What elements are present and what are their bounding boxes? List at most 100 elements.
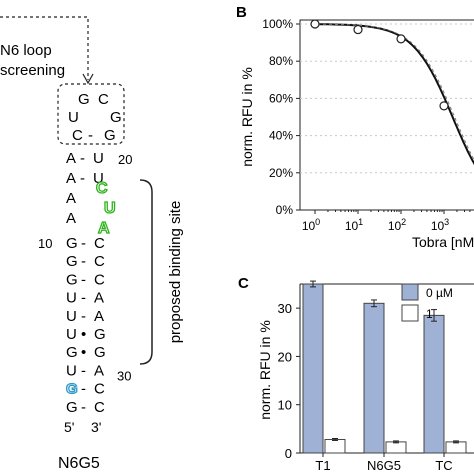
lower-nt-left: U <box>66 308 77 325</box>
chart-b-xlabel: Tobra [nM <box>412 234 474 250</box>
lower-nt-right: C <box>94 253 105 270</box>
chart-c-bar <box>302 283 324 454</box>
lower-nt-right: A <box>94 290 104 307</box>
chart-c-ylabel: norm. RFU in % <box>257 320 273 420</box>
stem-pair: - <box>80 150 85 167</box>
chart-b-ytick-label: 0% <box>276 203 294 217</box>
lower-nt-left: G <box>66 271 78 288</box>
stem-pair: - <box>80 170 85 187</box>
mid-nt-left: A <box>66 210 76 227</box>
panel-b: B 0% 20% 40% 60% 80% 100% 100 101 102 103 norm. RF… <box>236 4 474 250</box>
chart-b-ylabel: norm. RFU in % <box>239 67 255 167</box>
lower-nt-right: C <box>94 381 105 398</box>
lower-nt-left: U <box>66 362 77 379</box>
loop-pair: - <box>88 127 93 144</box>
panel-c-letter: C <box>238 275 249 292</box>
lower-nt-left: G <box>66 344 78 361</box>
end-5-label: 5' <box>64 419 74 435</box>
chart-c: 0 10 20 30 norm. RFU in % T1 N6G5 TC 0 µM 1 <box>257 280 474 473</box>
lower-nt-right: C <box>94 271 105 288</box>
construct-name: N6G5 <box>58 455 100 472</box>
lower-pair: - <box>81 235 86 252</box>
lower-nt-right: C <box>94 399 105 416</box>
stem-nt-right: U <box>93 150 104 167</box>
lower-nt-left: G <box>66 235 78 252</box>
chart-b-ytick-label: 80% <box>269 54 293 68</box>
caption-screening-line1: N6 loop <box>0 42 52 59</box>
chart-b-xtick-label: 101 <box>345 217 363 233</box>
chart-b-point <box>439 101 449 111</box>
lower-nt-right: G <box>94 344 106 361</box>
chart-c-ytick-label: 10 <box>278 398 292 413</box>
chart-c-ytick-label: 0 <box>285 446 292 461</box>
end-3-label: 3' <box>91 419 101 435</box>
lower-pair: - <box>81 308 86 325</box>
chart-b: 0% 20% 40% 60% 80% 100% 100 101 102 103 norm. RFU … <box>239 17 474 250</box>
lower-nt-left: U <box>66 290 77 307</box>
chart-b-point <box>396 34 406 44</box>
chart-c-xtick-label: N6G5 <box>367 458 401 473</box>
position-label-10: 10 <box>38 236 52 251</box>
chart-c-legend-swatch <box>401 283 419 301</box>
lower-nt-right: A <box>94 362 104 379</box>
chart-c-ytick-label: 30 <box>278 301 292 316</box>
lower-nt-left: U <box>66 326 77 343</box>
loop-nt-right: C <box>98 91 109 108</box>
lower-pair: - <box>81 253 86 270</box>
chart-c-legend-label: 0 µM <box>426 286 453 300</box>
chart-c-bar <box>363 302 385 454</box>
chart-c-legend-label: 1 <box>426 307 433 321</box>
lower-nt-left: G <box>66 253 78 270</box>
panel-b-letter: B <box>236 4 247 21</box>
chart-b-ytick-label: 40% <box>269 129 293 143</box>
chart-c-bar <box>423 314 445 454</box>
lower-nt-left: G <box>66 381 78 398</box>
chart-b-frame <box>299 19 474 211</box>
loop-box <box>57 83 125 145</box>
lower-nt-left: G <box>66 399 78 416</box>
lower-pair: - <box>81 271 86 288</box>
lower-nt-right: C <box>94 235 105 252</box>
chart-b-xtick-label: 100 <box>302 217 320 233</box>
chart-c-legend-swatch <box>401 304 419 322</box>
position-label-30: 30 <box>117 368 131 383</box>
bulge-nt: C <box>96 180 108 197</box>
binding-site-label: proposed binding site <box>167 201 184 344</box>
binding-site-bracket <box>139 179 153 365</box>
loop-nt-right: G <box>104 127 116 144</box>
chart-c-xtick-label: T1 <box>315 458 330 473</box>
chart-b-point <box>353 24 363 35</box>
loop-nt-left: U <box>68 109 79 126</box>
caption-screening-line2: screening <box>0 62 65 79</box>
chart-c-xtick-label: TC <box>435 458 452 473</box>
chart-b-ytick-label: 20% <box>269 166 293 180</box>
chart-b-point <box>310 19 320 29</box>
chart-c-bar <box>324 438 346 454</box>
loop-nt-right: G <box>110 109 122 126</box>
lower-pair: • <box>81 344 86 361</box>
stem-nt-left: A <box>66 150 76 167</box>
screening-arrow-head <box>82 73 94 85</box>
lower-pair: • <box>81 326 86 343</box>
loop-nt-left: C <box>72 127 83 144</box>
stem-nt-right: U <box>93 170 104 187</box>
lower-pair: - <box>81 381 86 398</box>
lower-pair: - <box>81 362 86 379</box>
chart-b-ytick-label: 60% <box>269 91 293 105</box>
chart-c-ytick-label: 20 <box>278 349 292 364</box>
panel-a: N6 loop screening G CU GC G-A - UA - U20CUAAA10… <box>0 16 184 472</box>
chart-c-bar <box>445 441 467 454</box>
chart-b-xtick-label: 102 <box>388 217 406 233</box>
lower-pair: - <box>81 399 86 416</box>
bulge-nt: A <box>98 220 110 237</box>
position-label-20: 20 <box>118 152 132 167</box>
lower-pair: - <box>81 290 86 307</box>
lower-nt-right: G <box>94 326 106 343</box>
loop-nt-left: G <box>78 91 90 108</box>
stem-nt-left: A <box>66 170 76 187</box>
chart-b-fit-curve-alt <box>317 23 474 161</box>
chart-b-ytick-label: 100% <box>262 17 293 31</box>
panel-c: C 0 10 20 30 norm. RFU in % T1 N6G5 TC 0 µM 1 <box>238 275 474 473</box>
